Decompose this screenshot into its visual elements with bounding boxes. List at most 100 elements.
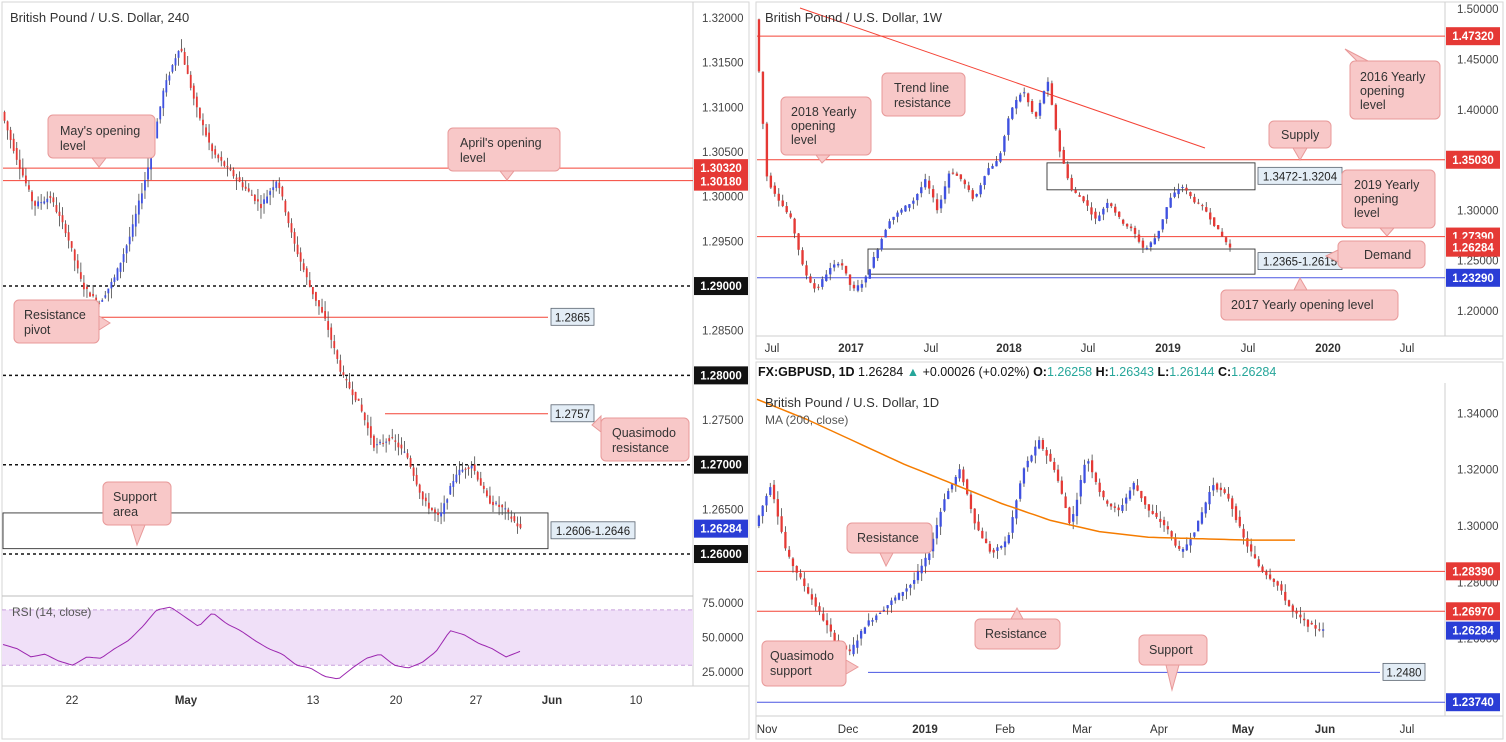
callout-trend-line1: Trend line (894, 81, 949, 95)
daily-candle (1219, 482, 1223, 497)
h4-candle-body (373, 435, 375, 448)
tag-h4-last: 1.26284 (700, 524, 742, 536)
daily-candle (1125, 493, 1128, 511)
rsi-y-tick: 50.0000 (702, 633, 744, 645)
daily-candle-body (867, 620, 870, 626)
daily-candle (947, 488, 950, 500)
h4-candle-body (455, 474, 458, 482)
h4-candle-body (394, 440, 397, 442)
weekly-candle-body (876, 249, 879, 259)
trend-line (799, 7, 1206, 149)
daily-candle-body (1037, 440, 1041, 449)
daily-candle (939, 507, 942, 536)
weekly-candle (1094, 208, 1097, 225)
ma-label: MA (200, close) (765, 413, 848, 427)
h4-candle (43, 196, 46, 205)
h4-candle-body (134, 213, 137, 227)
weekly-candle-body (892, 216, 895, 220)
h4-y-tick: 1.27500 (702, 415, 744, 427)
daily-candle (871, 617, 874, 626)
daily-candle-body (769, 487, 772, 495)
daily-y-tick: 1.30000 (1457, 521, 1499, 533)
daily-candle-body (1000, 546, 1003, 548)
daily-candle-body (1321, 629, 1325, 631)
daily-candle-body (852, 644, 855, 655)
h4-candle (64, 220, 67, 237)
daily-candle-body (947, 490, 950, 500)
weekly-candle-body (880, 238, 883, 250)
weekly-candle (821, 276, 824, 290)
h4-candle-body (327, 321, 330, 330)
daily-candle-body (1238, 516, 1241, 527)
daily-candle-body (1026, 460, 1029, 468)
h4-candle (162, 88, 165, 117)
h4-candle (489, 486, 491, 505)
h4-candle (110, 278, 113, 299)
h4-candle (61, 207, 64, 230)
h4-candle (498, 496, 501, 516)
daily-candle-body (1056, 469, 1060, 481)
tag-zone-bg (550, 521, 636, 540)
h4-candle (125, 244, 128, 263)
daily-candle (1060, 476, 1063, 495)
weekly-candle (912, 197, 915, 210)
weekly-candle-body (1201, 205, 1204, 207)
h4-candle (443, 495, 446, 522)
weekly-candle (908, 203, 911, 212)
weekly-candle-body (928, 180, 931, 189)
h4-candle (92, 285, 94, 298)
weekly-candle (896, 210, 899, 223)
tag-aprils-bg (694, 172, 748, 191)
h4-candle (137, 193, 140, 224)
daily-candle-body (1193, 532, 1196, 537)
callout-2019-yearly: 2019 Yearly opening level (1341, 169, 1436, 237)
h4-candle (519, 516, 522, 530)
daily-candle-body (897, 593, 901, 600)
daily-candle-body (1090, 460, 1094, 473)
h4-candle (52, 192, 55, 207)
daily-candle (829, 618, 832, 637)
h4-title: British Pound / U.S. Dollar, 240 (10, 10, 189, 25)
weekly-candle (1121, 218, 1125, 226)
weekly-candle-body (1157, 230, 1160, 239)
weekly-candle-body (1209, 212, 1212, 220)
callout-mays-line1: May's opening (60, 124, 140, 138)
daily-candle-body (943, 499, 946, 511)
h4-candle (220, 151, 223, 167)
demand-zone (867, 248, 1256, 275)
h4-candle-body (431, 507, 433, 511)
h4-candle-body (137, 200, 140, 215)
weekly-candle (963, 178, 966, 189)
h4-candle (287, 211, 290, 228)
daily-candle-body (1083, 464, 1086, 483)
h4-candle (330, 323, 333, 349)
daily-candle (1087, 458, 1090, 472)
daily-candle-body (772, 484, 776, 500)
h4-candle (504, 501, 507, 520)
daily-candle-body (856, 640, 859, 648)
h4-candle-body (446, 499, 449, 503)
daily-candle-body (1231, 498, 1234, 509)
weekly-candle (1030, 98, 1034, 114)
weekly-candle (1181, 184, 1184, 193)
h4-candle-body (147, 167, 149, 180)
h4-candle-body (3, 111, 6, 121)
tag-demand: 1.2365-1.2615 (1263, 257, 1337, 269)
daily-candle-body (1261, 566, 1264, 572)
h4-candle-body (6, 121, 9, 131)
h4-candle (369, 416, 372, 445)
daily-x-tick: Dec (838, 724, 859, 736)
weekly-candle-body (860, 284, 864, 288)
weekly-candle (947, 170, 951, 194)
weekly-y-tick: 1.20000 (1457, 306, 1499, 318)
daily-candle-body (1295, 610, 1298, 614)
weekly-candle-body (852, 284, 856, 289)
weekly-candle (1015, 96, 1018, 115)
daily-candle (1003, 536, 1007, 556)
header-low: 1.26144 (1169, 365, 1214, 379)
daily-candle (1083, 459, 1086, 484)
weekly-candle (1078, 192, 1081, 197)
h4-candle (3, 110, 6, 124)
daily-candle-body (1075, 499, 1079, 517)
weekly-candle (904, 205, 907, 212)
